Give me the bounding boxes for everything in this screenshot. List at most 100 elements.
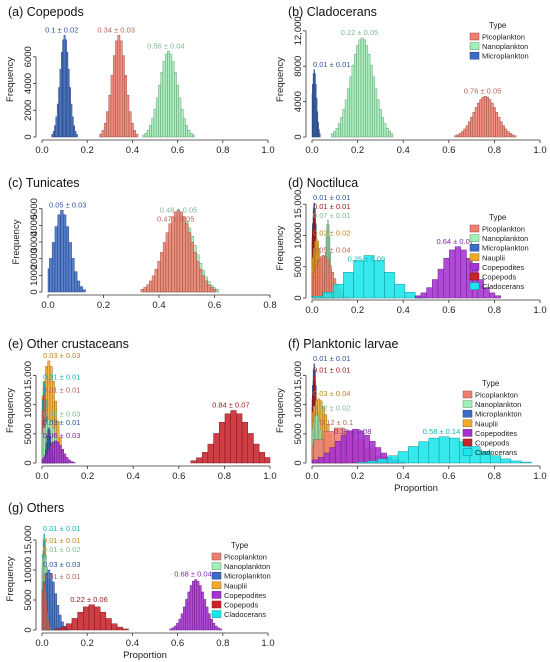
- bar-nanoplankton: [365, 45, 369, 138]
- bar-copepods: [71, 618, 78, 631]
- bar-copepodites: [214, 625, 218, 631]
- bar-picoplankton: [201, 275, 206, 293]
- x-tick-label: 1.0: [261, 638, 274, 649]
- x-tick-label: 0.6: [208, 300, 221, 311]
- bar-picoplankton: [185, 223, 189, 293]
- bar-microplankton: [79, 286, 83, 293]
- bar-picoplankton: [112, 55, 116, 138]
- histogram-bars: [47, 210, 219, 293]
- bar-copepods: [207, 443, 214, 464]
- annotation-microplankton: 0.1 ± 0.02: [45, 25, 78, 34]
- bar-nanoplankton: [162, 61, 166, 138]
- y-axis-label: Frequency: [275, 388, 286, 433]
- bar-picoplankton: [204, 280, 208, 293]
- y-axis: 0 2000 4000 6000 Frequency: [5, 46, 37, 140]
- x-tick-label: 0.0: [35, 638, 48, 649]
- bar-nanoplankton: [383, 123, 387, 138]
- legend-swatch: [462, 448, 473, 456]
- bar-picoplankton: [506, 131, 510, 138]
- histogram-bars: [41, 360, 271, 464]
- bar-microplankton: [71, 258, 75, 293]
- bar-cladocerans: [353, 260, 365, 299]
- bar-picoplankton: [504, 128, 508, 138]
- x-tick-label: 0.6: [442, 305, 455, 316]
- legend-label: Cladocerans: [475, 448, 517, 457]
- bar-picoplankton: [207, 284, 211, 293]
- annotations: 0.01 ± 0.010.01 ± 0.010.07 ± 0.010.02 ± …: [313, 193, 474, 264]
- bar-copepods: [66, 623, 73, 631]
- legend-swatch: [462, 409, 473, 418]
- bar-picoplankton: [49, 627, 51, 631]
- bar-nanoplankton: [347, 88, 350, 138]
- y-tick-label: 5000: [23, 423, 34, 444]
- bar-microplankton: [54, 226, 58, 293]
- legend-swatch: [469, 272, 480, 281]
- annotation-copepods: 0.01 ± 0.01: [313, 202, 350, 211]
- x-tick-label: 0.4: [127, 471, 140, 482]
- bar-picoplankton: [131, 123, 134, 138]
- y-tick-label: 5000: [29, 198, 40, 219]
- bar-cladocerans: [343, 271, 354, 299]
- panel-title: (d) Noctiluca: [288, 176, 358, 190]
- bar-cladocerans: [322, 292, 334, 299]
- bar-picoplankton: [193, 252, 197, 293]
- bar-copepods: [94, 606, 101, 631]
- legend: Type PicoplanktonNanoplanktonMicroplankto…: [469, 213, 529, 291]
- annotations: 0.01 ± 0.010.01 ± 0.010.01 ± 0.020.03 ± …: [43, 524, 212, 604]
- bar-copepodites: [312, 459, 319, 464]
- bar-picoplankton: [461, 131, 464, 138]
- bar-copepodites: [52, 441, 55, 464]
- y-tick-label: 6000: [23, 46, 34, 67]
- bar-picoplankton: [315, 265, 318, 299]
- bar-nanoplankton: [142, 134, 146, 138]
- panel-a: (a) Copepods 0 2000 4000 6000 Frequency 0.0 0.2…: [5, 5, 275, 156]
- legend-label: Copepodites: [224, 591, 266, 600]
- x-tick-label: 0.2: [97, 300, 110, 311]
- bar-cladocerans: [428, 437, 440, 464]
- bar-copepodites: [56, 441, 60, 464]
- y-axis-label: Frequency: [5, 57, 16, 102]
- legend-swatch: [469, 243, 480, 252]
- legend-label: Microplankton: [482, 244, 529, 253]
- bar-nanoplankton: [390, 133, 394, 138]
- x-tick-label: 0.8: [488, 145, 501, 156]
- y-tick-label: 0: [293, 134, 304, 139]
- bar-picoplankton: [483, 96, 487, 138]
- bar-nanoplankton: [372, 76, 375, 138]
- legend-swatch: [469, 263, 480, 271]
- bar-picoplankton: [187, 232, 192, 293]
- bar-copepodites: [72, 462, 76, 464]
- bar-picoplankton: [135, 133, 139, 138]
- bar-copepods: [224, 413, 231, 464]
- legend-label: Microplankton: [475, 410, 522, 419]
- x-tick-label: 1.0: [533, 145, 546, 156]
- x-tick-label: 0.6: [442, 471, 455, 482]
- bar-cladocerans: [449, 437, 460, 464]
- x-axis: 0.0 0.2 0.4 0.6 0.8 1.0: [35, 139, 275, 156]
- bar-copepodites: [318, 456, 325, 464]
- y-tick-label: 0: [23, 134, 34, 139]
- x-axis-label: Proportion: [123, 650, 167, 661]
- annotation-picoplankton: 0.47 ± 0.05: [157, 214, 194, 223]
- bar-copepodites: [169, 628, 173, 631]
- bar-nanoplankton: [353, 54, 357, 138]
- bar-picoplankton: [190, 242, 194, 293]
- legend-label: Nauplii: [475, 419, 498, 428]
- y-tick-label: 15,000: [23, 361, 34, 390]
- bar-nanoplankton: [340, 117, 344, 138]
- bar-picoplankton: [495, 112, 499, 138]
- x-tick-label: 0.0: [35, 471, 48, 482]
- legend-title: Type: [489, 21, 507, 30]
- bar-microplankton: [49, 573, 53, 631]
- x-tick-label: 0.2: [81, 145, 94, 156]
- bar-picoplankton: [154, 269, 158, 293]
- bar-picoplankton: [502, 125, 505, 138]
- bar-microplankton: [51, 581, 55, 631]
- x-tick-label: 0.2: [351, 305, 364, 316]
- x-axis: 0.0 0.2 0.4 0.6 0.8 1.0 Proportion: [305, 465, 547, 494]
- x-axis: 0.0 0.2 0.4 0.6 0.8 1.0: [305, 139, 547, 156]
- annotation-nanoplankton: 0.07 ± 0.01: [313, 211, 350, 220]
- bar-copepodites: [454, 246, 461, 299]
- bar-copepodites: [449, 249, 456, 299]
